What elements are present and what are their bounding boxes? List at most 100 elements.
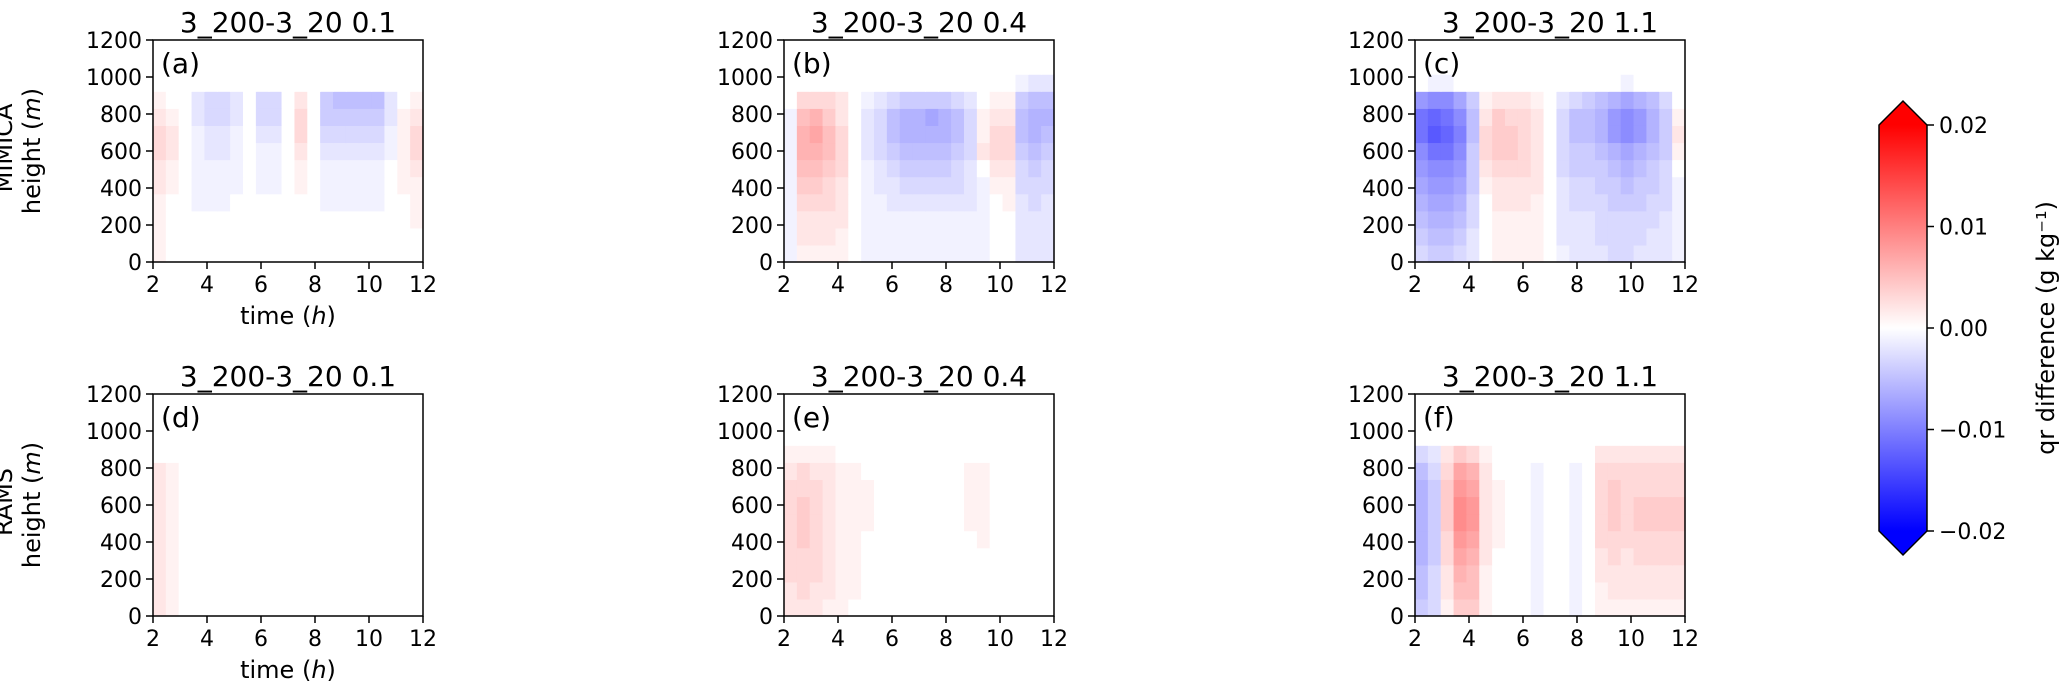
heatmap-cell bbox=[1530, 547, 1545, 566]
heatmap-cell bbox=[230, 91, 244, 109]
heatmap-cell bbox=[1659, 108, 1673, 126]
heatmap-cell bbox=[848, 496, 862, 515]
heatmap-cell bbox=[886, 108, 901, 126]
heatmap-cell bbox=[835, 108, 849, 126]
y-tick-label: 400 bbox=[1362, 531, 1404, 556]
heatmap-cell bbox=[1530, 428, 1545, 446]
heatmap-cell bbox=[1041, 40, 1055, 58]
heatmap-cell bbox=[307, 513, 321, 532]
heatmap-cell bbox=[1595, 496, 1609, 515]
heatmap-cell bbox=[1015, 428, 1029, 446]
heatmap-cell bbox=[1453, 210, 1468, 229]
heatmap-cell bbox=[886, 445, 901, 463]
heatmap-cell bbox=[989, 564, 1004, 583]
heatmap-cell bbox=[307, 530, 321, 549]
heatmap-cell bbox=[204, 40, 218, 58]
heatmap-cell bbox=[1015, 411, 1029, 429]
heatmap-cell bbox=[153, 159, 167, 178]
heatmap-cell bbox=[989, 394, 1004, 412]
heatmap-cell bbox=[809, 40, 824, 58]
heatmap-cell bbox=[410, 227, 424, 246]
heatmap-cell bbox=[1505, 227, 1519, 246]
heatmap-cell bbox=[410, 142, 424, 161]
heatmap-cell bbox=[165, 428, 180, 446]
heatmap-cell bbox=[874, 108, 888, 126]
heatmap-cell bbox=[1479, 108, 1493, 126]
heatmap-cell bbox=[1646, 210, 1660, 229]
heatmap-cell bbox=[165, 125, 180, 144]
heatmap-cell bbox=[1530, 411, 1545, 429]
heatmap-cell bbox=[1556, 210, 1570, 229]
heatmap-cell bbox=[397, 125, 411, 144]
heatmap-cell bbox=[230, 40, 244, 58]
heatmap-cell bbox=[178, 598, 193, 617]
heatmap-cell bbox=[1633, 479, 1648, 498]
heatmap-cell bbox=[938, 176, 952, 195]
heatmap-cell bbox=[333, 142, 347, 161]
heatmap-cell bbox=[1582, 108, 1596, 126]
heatmap-cell bbox=[1041, 210, 1055, 229]
colorbar-gradient bbox=[1879, 125, 1927, 531]
heatmap-cell bbox=[1569, 193, 1583, 212]
heatmap-cell bbox=[1517, 530, 1532, 549]
heatmap-cell bbox=[1415, 57, 1429, 75]
heatmap-cell bbox=[178, 176, 193, 195]
heatmap-cell bbox=[1466, 496, 1480, 515]
heatmap-cell bbox=[204, 428, 218, 446]
heatmap-cell bbox=[809, 530, 824, 549]
heatmap-cell bbox=[925, 125, 939, 144]
colorbar: 0.020.010.00−0.01−0.02 bbox=[1878, 99, 2006, 557]
heatmap-cell bbox=[165, 513, 180, 532]
heatmap-cell bbox=[1530, 244, 1545, 263]
heatmap-cell bbox=[1659, 411, 1673, 429]
heatmap-cell bbox=[1595, 547, 1609, 566]
heatmap-cell bbox=[384, 394, 398, 412]
heatmap-cell bbox=[1453, 428, 1468, 446]
heatmap-cell bbox=[281, 394, 296, 412]
heatmap-cell bbox=[899, 176, 914, 195]
heatmap-cell bbox=[835, 428, 849, 446]
heatmap-cell bbox=[1440, 125, 1455, 144]
heatmap-cell bbox=[1569, 530, 1583, 549]
heatmap-cell bbox=[1582, 40, 1596, 58]
heatmap-cell bbox=[848, 598, 862, 617]
heatmap-cell bbox=[1453, 394, 1468, 412]
heatmap-cell bbox=[976, 428, 991, 446]
heatmap-cell bbox=[1427, 91, 1442, 109]
heatmap-cell bbox=[822, 462, 837, 480]
heatmap-cell bbox=[255, 210, 270, 229]
heatmap-cell bbox=[861, 57, 875, 75]
heatmap-cell bbox=[230, 564, 244, 583]
heatmap-cell bbox=[938, 91, 952, 109]
heatmap-cell bbox=[861, 581, 875, 600]
heatmap-cell bbox=[1492, 581, 1506, 600]
heatmap-cell bbox=[1620, 176, 1635, 195]
heatmap-cell bbox=[1015, 142, 1029, 161]
heatmap-cell bbox=[1556, 125, 1570, 144]
heatmap-cell bbox=[1620, 227, 1635, 246]
heatmap-cell bbox=[848, 40, 862, 58]
heatmap-cell bbox=[191, 108, 206, 126]
heatmap-cell bbox=[255, 479, 270, 498]
heatmap-cell bbox=[1530, 530, 1545, 549]
heatmap-cell bbox=[1646, 411, 1660, 429]
heatmap-cell bbox=[1479, 445, 1493, 463]
heatmap-cell bbox=[410, 91, 424, 109]
heatmap-cell bbox=[307, 564, 321, 583]
heatmap-cell bbox=[281, 193, 296, 212]
heatmap-cell bbox=[938, 598, 952, 617]
y-tick-label: 600 bbox=[100, 494, 142, 519]
heatmap-cell bbox=[217, 176, 231, 195]
heatmap-cell bbox=[217, 496, 231, 515]
heatmap-cell bbox=[281, 159, 296, 178]
y-tick-label: 0 bbox=[128, 605, 142, 630]
heatmap-cell bbox=[899, 581, 914, 600]
heatmap-cell bbox=[1646, 193, 1660, 212]
heatmap-cell bbox=[1041, 581, 1055, 600]
heatmap-cell bbox=[371, 513, 386, 532]
heatmap-cell bbox=[989, 176, 1004, 195]
heatmap-cell bbox=[951, 125, 965, 144]
heatmap-cell bbox=[874, 581, 888, 600]
heatmap-cell bbox=[1582, 244, 1596, 263]
heatmap-cell bbox=[835, 445, 849, 463]
